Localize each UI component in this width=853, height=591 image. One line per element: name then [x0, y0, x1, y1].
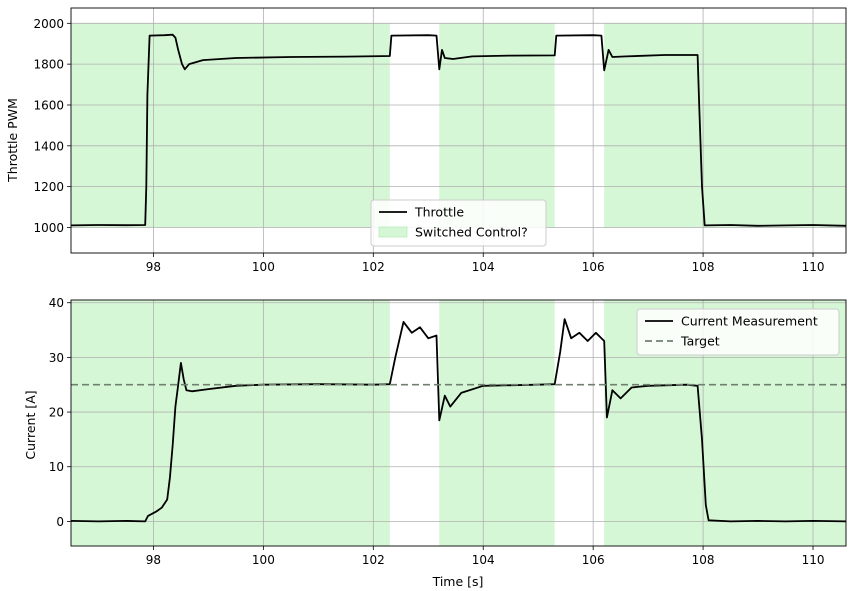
- throttle-y-axis-label: Throttle PWM: [5, 98, 20, 183]
- throttle-x-tick-label: 100: [252, 260, 275, 274]
- current-y-tick-label: 0: [56, 515, 64, 529]
- current-legend-label: Target: [680, 334, 720, 349]
- throttle-legend-swatch: [378, 226, 408, 238]
- throttle-legend-label: Switched Control?: [415, 225, 528, 240]
- current-shaded-region: [71, 300, 390, 546]
- throttle-x-tick-label: 108: [692, 260, 715, 274]
- current-y-axis-label: Current [A]: [23, 390, 38, 459]
- current-x-axis-label: Time [s]: [432, 574, 484, 589]
- current-y-tick-label: 20: [49, 406, 64, 420]
- current-axes-frame: [70, 299, 847, 547]
- current-x-tick-label: 110: [802, 553, 825, 567]
- current-y-tick-label: 40: [49, 296, 64, 310]
- current-x-tick-label: 104: [472, 553, 495, 567]
- throttle-y-tick-label: 1200: [33, 180, 64, 194]
- current-legend-label: Current Measurement: [681, 314, 818, 329]
- throttle-axes-frame: [70, 7, 847, 254]
- throttle-legend-label: Throttle: [414, 205, 464, 220]
- throttle-y-tick-label: 1800: [33, 58, 64, 72]
- current-legend: [636, 308, 840, 356]
- current-x-tick-label: 100: [252, 553, 275, 567]
- throttle-x-tick-label: 104: [472, 260, 495, 274]
- throttle-y-tick-label: 2000: [33, 17, 64, 31]
- throttle-x-tick-label: 110: [802, 260, 825, 274]
- throttle-y-tick-label: 1400: [33, 139, 64, 153]
- current-x-tick-label: 106: [582, 553, 605, 567]
- throttle-x-tick-label: 102: [362, 260, 385, 274]
- current-x-tick-label: 102: [362, 553, 385, 567]
- throttle-shaded-region: [604, 23, 846, 228]
- throttle-shaded-region: [439, 23, 555, 228]
- current-x-tick-label: 98: [146, 553, 161, 567]
- throttle-plot: 98 100 102 104 106 108 110 1000 1200 1400 1600 1800…: [5, 7, 847, 274]
- current-y-tick-label: 10: [49, 460, 64, 474]
- throttle-x-tick-label: 106: [582, 260, 605, 274]
- current-plot: 98 100 102 104 106 108 110 0 10 20 30 40 Current [A…: [23, 296, 847, 589]
- throttle-shaded-region: [71, 23, 390, 228]
- throttle-legend: [370, 199, 547, 247]
- current-y-tick-label: 30: [49, 351, 64, 365]
- throttle-y-tick-label: 1000: [33, 221, 64, 235]
- current-x-tick-label: 108: [692, 553, 715, 567]
- current-series-current-measurement: [70, 318, 847, 523]
- throttle-y-tick-label: 1600: [33, 98, 64, 112]
- throttle-series-throttle: [70, 33, 847, 227]
- throttle-x-tick-label: 98: [146, 260, 161, 274]
- current-shaded-region: [439, 300, 555, 546]
